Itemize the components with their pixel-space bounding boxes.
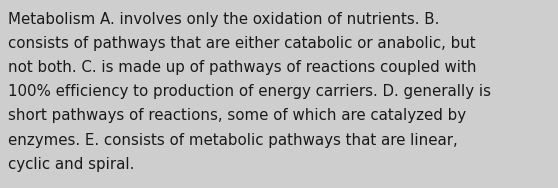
Text: Metabolism A. involves only the oxidation of nutrients. B.: Metabolism A. involves only the oxidatio… [8, 12, 440, 27]
Text: short pathways of reactions, some of which are catalyzed by: short pathways of reactions, some of whi… [8, 108, 466, 124]
Text: not both. C. is made up of pathways of reactions coupled with: not both. C. is made up of pathways of r… [8, 60, 477, 75]
Text: cyclic and spiral.: cyclic and spiral. [8, 157, 134, 172]
Text: enzymes. E. consists of metabolic pathways that are linear,: enzymes. E. consists of metabolic pathwa… [8, 133, 458, 148]
Text: consists of pathways that are either catabolic or anabolic, but: consists of pathways that are either cat… [8, 36, 476, 51]
Text: 100% efficiency to production of energy carriers. D. generally is: 100% efficiency to production of energy … [8, 84, 492, 99]
